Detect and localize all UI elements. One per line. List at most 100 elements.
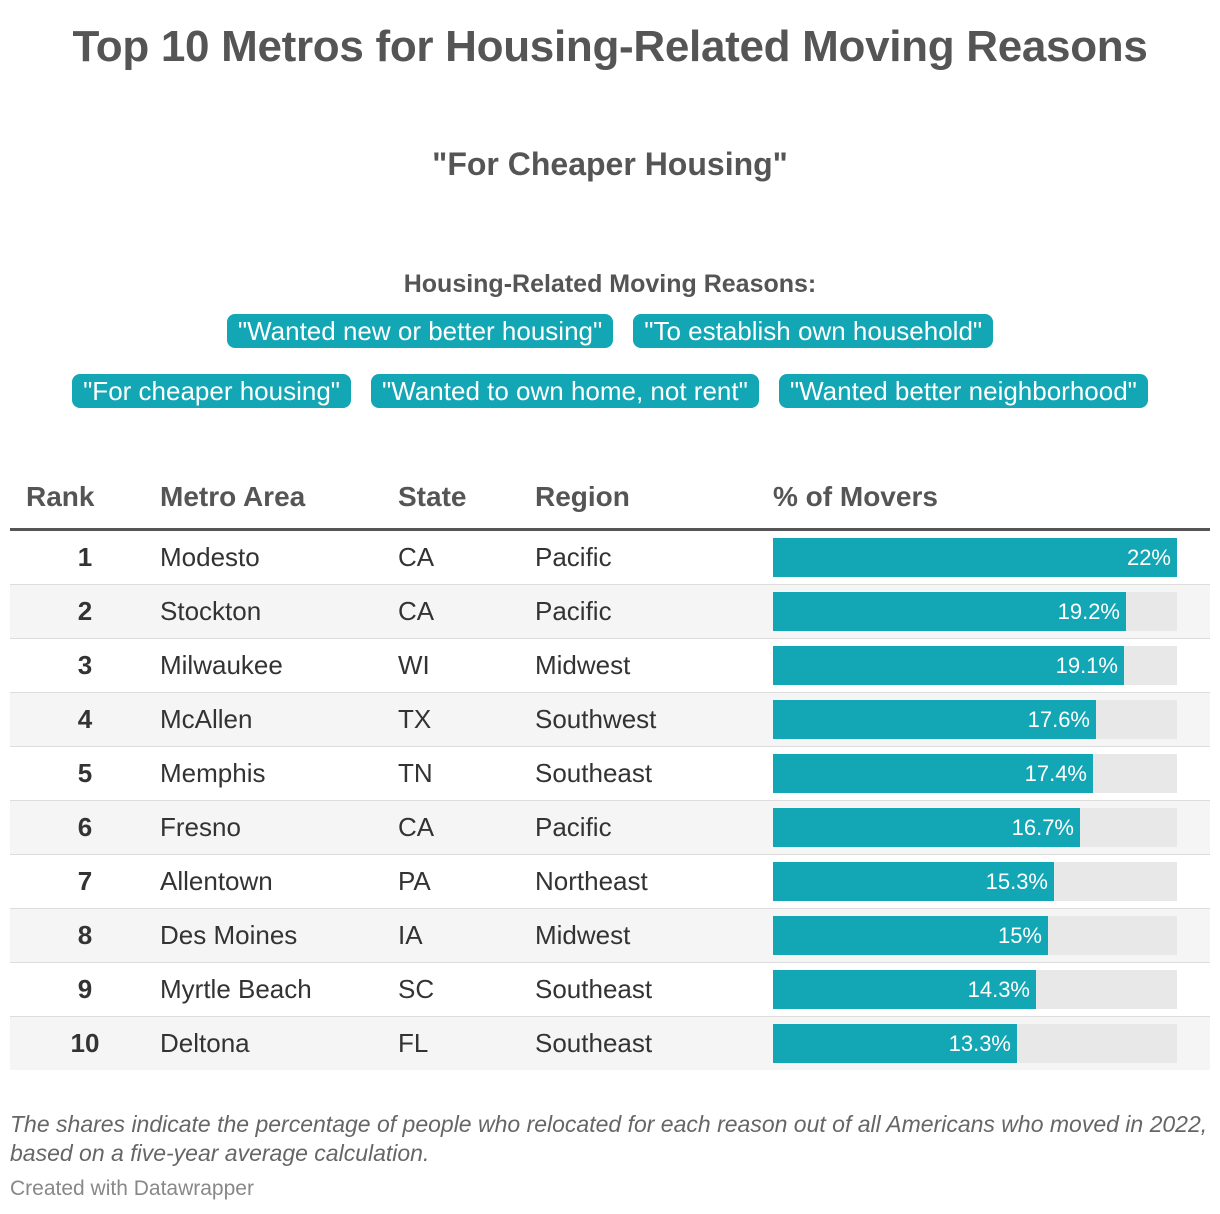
bar-track: 19.2% — [773, 592, 1177, 631]
region-cell: Pacific — [535, 529, 773, 585]
bar-track: 14.3% — [773, 970, 1177, 1009]
rank-cell: 8 — [10, 908, 160, 963]
region-cell: Southwest — [535, 692, 773, 747]
metro-cell: Fresno — [160, 800, 398, 855]
region-cell: Pacific — [535, 584, 773, 639]
pct-cell: 17.6% — [773, 692, 1210, 747]
bar — [773, 646, 1124, 685]
state-cell: SC — [398, 962, 535, 1017]
bar — [773, 538, 1177, 577]
region-cell: Southeast — [535, 1016, 773, 1070]
table-row: 7 Allentown PA Northeast 15.3% — [10, 854, 1210, 909]
bar — [773, 916, 1048, 955]
reason-button-better-neighborhood[interactable]: "Wanted better neighborhood" — [778, 374, 1148, 408]
region-cell: Midwest — [535, 908, 773, 963]
credit-link[interactable]: Created with Datawrapper — [10, 1177, 254, 1200]
table-row: 8 Des Moines IA Midwest 15% — [10, 908, 1210, 963]
pct-cell: 22% — [773, 529, 1210, 585]
header-state[interactable]: State — [398, 466, 535, 531]
region-cell: Northeast — [535, 854, 773, 909]
region-cell: Pacific — [535, 800, 773, 855]
table-body: 1 Modesto CA Pacific 22% 2 Stockton CA Pacific 19… — [10, 529, 1210, 1070]
bar-track: 17.4% — [773, 754, 1177, 793]
rank-cell: 1 — [10, 529, 160, 585]
bar-track: 22% — [773, 538, 1177, 577]
bar-value-label: 17.4% — [1024, 761, 1087, 786]
rank-cell: 7 — [10, 854, 160, 909]
bar-track: 15.3% — [773, 862, 1177, 901]
chart-notes: The shares indicate the percentage of pe… — [10, 1111, 1208, 1166]
bar-track: 13.3% — [773, 1024, 1177, 1063]
header-region[interactable]: Region — [535, 466, 773, 531]
pct-cell: 19.2% — [773, 584, 1210, 639]
chart-title: Top 10 Metros for Housing-Related Moving… — [72, 22, 1148, 71]
bar-value-label: 13.3% — [948, 1031, 1011, 1056]
bar-value-label: 15% — [997, 923, 1042, 948]
rank-cell: 9 — [10, 962, 160, 1017]
header-metro[interactable]: Metro Area — [160, 466, 398, 531]
reasons-heading: Housing-Related Moving Reasons: — [403, 270, 817, 298]
bar-track: 17.6% — [773, 700, 1177, 739]
table-header-row: Rank Metro Area State Region % of Movers — [10, 466, 1210, 531]
state-cell: FL — [398, 1016, 535, 1070]
metro-cell: Modesto — [160, 529, 398, 585]
bar — [773, 808, 1080, 847]
bar-track: 16.7% — [773, 808, 1177, 847]
state-cell: CA — [398, 800, 535, 855]
chart-subtitle: "For Cheaper Housing" — [432, 146, 788, 182]
state-cell: TX — [398, 692, 535, 747]
state-cell: CA — [398, 529, 535, 585]
bar-value-label: 14.3% — [967, 977, 1030, 1002]
state-cell: CA — [398, 584, 535, 639]
state-cell: WI — [398, 638, 535, 693]
bar-value-label: 15.3% — [985, 869, 1048, 894]
table-row: 3 Milwaukee WI Midwest 19.1% — [10, 638, 1210, 693]
table-row: 6 Fresno CA Pacific 16.7% — [10, 800, 1210, 855]
table-row: 2 Stockton CA Pacific 19.2% — [10, 584, 1210, 639]
table-row: 1 Modesto CA Pacific 22% — [10, 529, 1210, 585]
bar — [773, 592, 1126, 631]
state-cell: IA — [398, 908, 535, 963]
metro-cell: Des Moines — [160, 908, 398, 963]
bar — [773, 754, 1093, 793]
metro-cell: Allentown — [160, 854, 398, 909]
rank-cell: 2 — [10, 584, 160, 639]
bar-value-label: 22% — [1126, 545, 1171, 570]
table-row: 10 Deltona FL Southeast 13.3% — [10, 1016, 1210, 1070]
reason-button-own-household[interactable]: "To establish own household" — [633, 314, 994, 348]
region-cell: Southeast — [535, 746, 773, 801]
pct-cell: 16.7% — [773, 800, 1210, 855]
reason-button-cheaper-housing[interactable]: "For cheaper housing" — [72, 374, 352, 408]
rank-cell: 4 — [10, 692, 160, 747]
bar-value-label: 19.1% — [1055, 653, 1118, 678]
state-cell: PA — [398, 854, 535, 909]
metro-cell: Myrtle Beach — [160, 962, 398, 1017]
bar-track: 19.1% — [773, 646, 1177, 685]
metros-table: Rank Metro Area State Region % of Movers… — [10, 466, 1210, 1070]
metro-cell: Deltona — [160, 1016, 398, 1070]
reason-buttons-row-1: "Wanted new or better housing" "To estab… — [0, 314, 1220, 348]
region-cell: Midwest — [535, 638, 773, 693]
rank-cell: 5 — [10, 746, 160, 801]
rank-cell: 6 — [10, 800, 160, 855]
reason-button-own-home[interactable]: "Wanted to own home, not rent" — [371, 374, 759, 408]
bar-value-label: 16.7% — [1011, 815, 1074, 840]
table-row: 9 Myrtle Beach SC Southeast 14.3% — [10, 962, 1210, 1017]
pct-cell: 14.3% — [773, 962, 1210, 1017]
header-rank[interactable]: Rank — [10, 466, 160, 531]
bar-track: 15% — [773, 916, 1177, 955]
region-cell: Southeast — [535, 962, 773, 1017]
metro-cell: McAllen — [160, 692, 398, 747]
reason-button-new-housing[interactable]: "Wanted new or better housing" — [226, 314, 614, 348]
pct-cell: 13.3% — [773, 1016, 1210, 1070]
table-row: 4 McAllen TX Southwest 17.6% — [10, 692, 1210, 747]
bar-value-label: 19.2% — [1057, 599, 1120, 624]
metro-cell: Milwaukee — [160, 638, 398, 693]
bar — [773, 970, 1036, 1009]
rank-cell: 3 — [10, 638, 160, 693]
pct-cell: 19.1% — [773, 638, 1210, 693]
metro-cell: Stockton — [160, 584, 398, 639]
rank-cell: 10 — [10, 1016, 160, 1070]
bar — [773, 862, 1054, 901]
header-pct[interactable]: % of Movers — [773, 466, 1210, 531]
